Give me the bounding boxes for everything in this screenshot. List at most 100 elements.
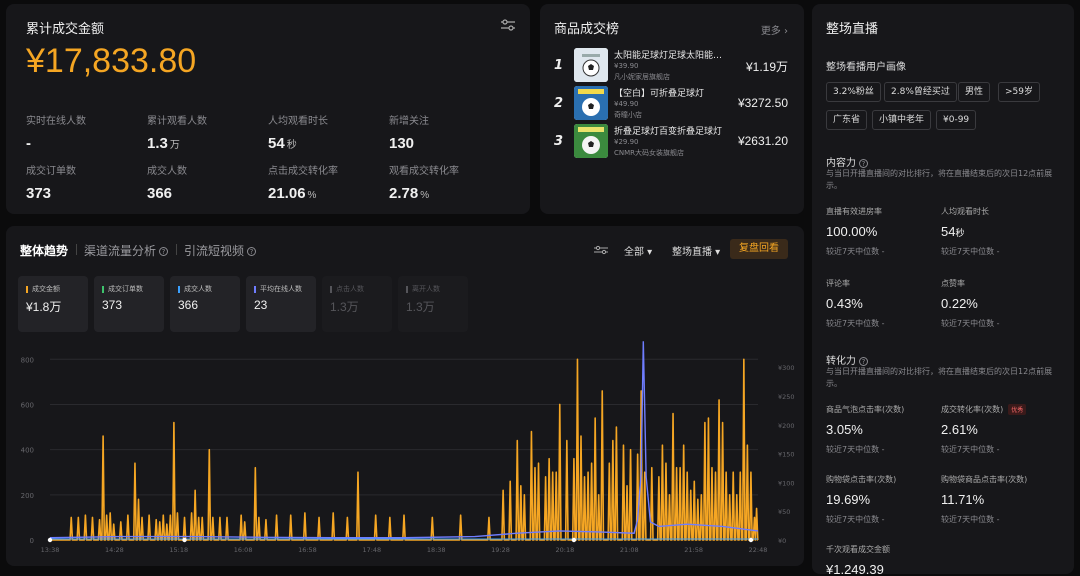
card-label: 离开人数 bbox=[406, 284, 440, 294]
product-name: 折叠足球灯百变折叠足球灯 bbox=[614, 127, 723, 137]
event-marker bbox=[571, 537, 577, 543]
metric-label: 累计观看人数 bbox=[147, 116, 207, 127]
total-sales-amount: ¥17,833.80 bbox=[26, 42, 197, 80]
y-right-tick-label: ¥300 bbox=[778, 364, 795, 372]
product-name: 【空白】可折叠足球灯 bbox=[614, 89, 705, 99]
scope-dropdown[interactable]: 整场直播 ▾ bbox=[672, 247, 721, 258]
x-tick-label: 22:48 bbox=[749, 546, 768, 554]
metric-online-now: 实时在线人数 - bbox=[26, 112, 136, 152]
card-label: 成交金额 bbox=[26, 284, 60, 294]
metric-value: 54秒 bbox=[941, 224, 965, 239]
y-right-tick-label: ¥200 bbox=[778, 422, 795, 430]
metric-card-buyers[interactable]: 成交人数 366 bbox=[170, 276, 240, 332]
tab-overall-trend[interactable]: 整体趋势 bbox=[20, 244, 69, 258]
product-thumbnail bbox=[574, 48, 608, 82]
x-tick-label: 17:48 bbox=[362, 546, 381, 554]
persona-title: 整场看播用户画像 bbox=[826, 62, 906, 73]
ranking-item[interactable]: 2 【空白】可折叠足球灯 ¥49.90 奇瞳小店 ¥3272.50 bbox=[554, 86, 794, 124]
x-tick-label: 18:38 bbox=[427, 546, 446, 554]
metric-card-sales[interactable]: 成交金额 ¥1.8万 bbox=[18, 276, 88, 332]
metric-orders: 成交订单数 373 bbox=[26, 162, 136, 202]
x-tick-label: 13:38 bbox=[41, 546, 60, 554]
metric-compare: 较近7天中位数 - bbox=[826, 247, 885, 256]
metric-value: 21.06% bbox=[268, 185, 317, 202]
metric-label: 观看成交转化率 bbox=[389, 166, 459, 177]
metric-compare: 较近7天中位数 - bbox=[941, 247, 1000, 256]
card-label: 点击人数 bbox=[330, 284, 364, 294]
ranking-item[interactable]: 1 太阳能足球灯足球太阳能灯... ¥39.90 凡小妮家居旗舰店 ¥1.19万 bbox=[554, 48, 794, 86]
conversion-title: 转化力? bbox=[826, 352, 868, 367]
metric-value: 373 bbox=[26, 185, 52, 202]
persona-tag: 小镇中老年 bbox=[872, 110, 932, 130]
y-tick-label: 200 bbox=[21, 492, 34, 500]
help-icon[interactable]: ? bbox=[247, 247, 257, 256]
metric-label: 评论率 bbox=[826, 279, 850, 288]
card-label: 成交订单数 bbox=[102, 284, 143, 294]
chart-settings-icon[interactable] bbox=[594, 245, 608, 255]
metric-value: ¥1,249.39 bbox=[826, 562, 884, 574]
card-value: 23 bbox=[254, 298, 268, 312]
persona-tag: 2.8%曾经买过 bbox=[884, 82, 957, 102]
metric-compare: 较近7天中位数 - bbox=[941, 515, 1000, 524]
metric-compare: 较近7天中位数 - bbox=[941, 445, 1000, 454]
metric-total-viewers: 累计观看人数 1.3 万 bbox=[147, 112, 257, 152]
metric-value: 19.69% bbox=[826, 492, 871, 507]
y-tick-label: 0 bbox=[30, 537, 34, 545]
tab-channel-traffic[interactable]: 渠道流量分析? bbox=[84, 242, 169, 259]
series-color-marker bbox=[330, 285, 332, 293]
help-icon[interactable]: ? bbox=[159, 247, 169, 256]
metric-card-avg-online[interactable]: 平均在线人数 23 bbox=[246, 276, 316, 332]
persona-tag: 广东省 bbox=[826, 110, 868, 130]
metric-new-followers: 新增关注 130 bbox=[389, 112, 499, 152]
series-color-marker bbox=[26, 285, 28, 293]
conversion-desc: 与当日开播直播间的对比排行，将在直播结束后的次日12点前展示。 bbox=[826, 367, 1053, 388]
metric-label: 成交人数 bbox=[147, 166, 187, 177]
metric-value: 130 bbox=[389, 135, 415, 152]
series-color-marker bbox=[254, 285, 256, 293]
metric-value: 366 bbox=[147, 185, 173, 202]
metric-click-conversion: 点击成交转化率 21.06% bbox=[268, 162, 378, 202]
product-name: 太阳能足球灯足球太阳能灯... bbox=[614, 51, 726, 61]
card-value: 373 bbox=[102, 298, 123, 312]
channel-filter-dropdown[interactable]: 全部 ▾ bbox=[624, 247, 653, 258]
tab-short-video[interactable]: 引流短视频? bbox=[184, 242, 257, 259]
y-right-tick-label: ¥50 bbox=[778, 508, 790, 516]
replay-review-button[interactable]: 复盘回看 bbox=[730, 239, 788, 259]
help-icon[interactable]: ? bbox=[859, 356, 868, 366]
metric-compare: 较近7天中位数 - bbox=[826, 319, 885, 328]
y-right-tick-label: ¥100 bbox=[778, 479, 795, 487]
metric-bubble-click-rate: 商品气泡点击率(次数) 3.05% 较近7天中位数 - bbox=[826, 404, 941, 455]
metric-label: 点赞率 bbox=[941, 279, 965, 288]
metric-card-exits[interactable]: 离开人数 1.3万 bbox=[398, 276, 468, 332]
metric-value: 2.61% bbox=[941, 422, 978, 437]
ranking-more-link[interactable]: 更多 › bbox=[760, 26, 788, 37]
metric-value: 0.22% bbox=[941, 296, 978, 311]
help-icon[interactable]: ? bbox=[859, 158, 868, 168]
metric-avg-watch-time: 人均观看时长 54 秒 bbox=[268, 112, 378, 152]
trend-line-chart[interactable]: 0 200 400 600 800 ¥0 ¥50 ¥100 ¥150 ¥200 ¥250 ¥300 13… bbox=[6, 338, 804, 560]
y-right-tick-label: ¥150 bbox=[778, 451, 795, 459]
ranking-item[interactable]: 3 折叠足球灯百变折叠足球灯 ¥29.90 CNMR大码女装旗舰店 ¥2631.… bbox=[554, 124, 794, 162]
product-ranking-panel: 商品成交榜 更多 › 1 太阳能足球灯足球太阳能灯... ¥39.90 凡小妮家… bbox=[540, 4, 804, 214]
metric-label: 人均观看时长 bbox=[941, 207, 989, 216]
metric-label: 实时在线人数 bbox=[26, 116, 86, 127]
live-title: 整场直播 bbox=[826, 22, 879, 37]
metric-compare: 较近7天中位数 - bbox=[941, 319, 1000, 328]
live-overview-panel: 整场直播 整场看播用户画像 3.2%粉丝 2.8%曾经买过 男性 >59岁 广东… bbox=[812, 4, 1074, 574]
metric-label: 购物袋商品点击率(次数) bbox=[941, 475, 1028, 484]
metric-avg-watch-time: 人均观看时长 54秒 较近7天中位数 - bbox=[941, 206, 1056, 257]
metric-label: 购物袋点击率(次数) bbox=[826, 475, 897, 484]
event-marker bbox=[748, 537, 754, 543]
x-tick-label: 15:18 bbox=[169, 546, 188, 554]
filter-settings-icon[interactable] bbox=[500, 18, 516, 32]
metric-card-orders[interactable]: 成交订单数 373 bbox=[94, 276, 164, 332]
metric-label: 商品气泡点击率(次数) bbox=[826, 405, 905, 414]
series-color-marker bbox=[178, 285, 180, 293]
product-sales-amount: ¥3272.50 bbox=[737, 96, 788, 110]
series-line-sales bbox=[50, 358, 759, 541]
metric-value: - bbox=[26, 135, 31, 152]
metric-card-clicks[interactable]: 点击人数 1.3万 bbox=[322, 276, 392, 332]
series-color-marker bbox=[102, 285, 104, 293]
y-right-tick-label: ¥0 bbox=[778, 537, 786, 545]
